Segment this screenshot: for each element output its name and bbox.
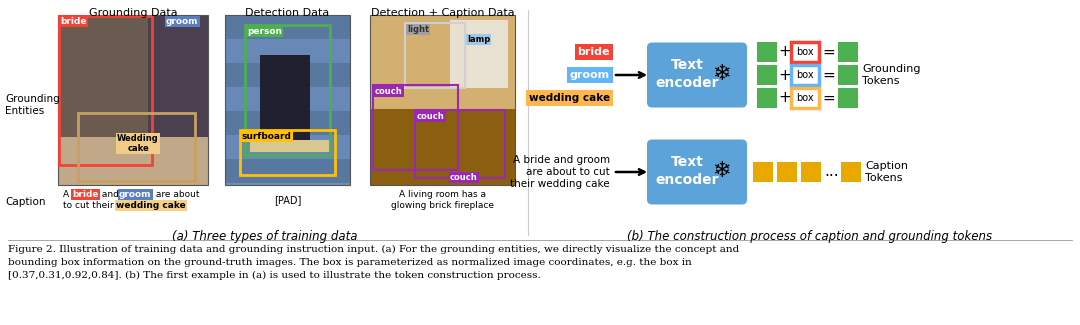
Text: encoder: encoder <box>656 76 719 90</box>
Text: are about to cut: are about to cut <box>526 167 610 177</box>
Bar <box>791 65 819 85</box>
Bar <box>838 65 858 85</box>
Bar <box>225 87 350 111</box>
Text: Detection + Caption Data: Detection + Caption Data <box>370 8 514 18</box>
Text: A living room has a: A living room has a <box>399 190 486 199</box>
Bar <box>757 42 777 62</box>
Text: A: A <box>63 190 72 199</box>
Bar <box>838 42 858 62</box>
Text: [0.37,0.31,0.92,0.84]. (b) The first example in (a) is used to illustrate the to: [0.37,0.31,0.92,0.84]. (b) The first exa… <box>8 271 541 280</box>
Text: ❄: ❄ <box>712 64 730 84</box>
Bar <box>777 162 797 182</box>
Text: (a) Three types of training data: (a) Three types of training data <box>172 230 357 243</box>
Text: bride: bride <box>72 190 98 199</box>
Bar <box>225 135 350 159</box>
Text: encoder: encoder <box>656 173 719 187</box>
Bar <box>757 88 777 108</box>
Bar <box>245 25 330 155</box>
Bar <box>838 88 858 108</box>
Text: Text: Text <box>671 58 703 72</box>
Bar <box>225 39 350 63</box>
FancyBboxPatch shape <box>647 139 747 204</box>
Text: +: + <box>779 90 792 106</box>
Bar <box>260 55 310 145</box>
Text: Caption: Caption <box>5 197 45 207</box>
Text: Grounding
Entities: Grounding Entities <box>5 94 59 116</box>
Text: are about: are about <box>153 190 200 199</box>
Bar <box>58 15 208 185</box>
Text: glowing brick fireplace: glowing brick fireplace <box>391 201 494 210</box>
Text: their wedding cake: their wedding cake <box>511 179 610 189</box>
Text: bride: bride <box>578 47 610 57</box>
Bar <box>225 15 350 185</box>
Text: [PAD]: [PAD] <box>274 195 301 205</box>
Bar <box>370 15 515 185</box>
Text: Text: Text <box>671 155 703 169</box>
Bar <box>59 16 152 165</box>
Bar <box>370 15 515 185</box>
Bar <box>240 130 335 175</box>
Bar <box>801 162 821 182</box>
Text: ...: ... <box>825 164 839 179</box>
Text: box: box <box>796 93 814 103</box>
Bar <box>415 110 505 178</box>
FancyBboxPatch shape <box>647 43 747 108</box>
Bar <box>249 140 330 152</box>
Bar <box>370 15 515 109</box>
Text: Grounding Data: Grounding Data <box>89 8 177 18</box>
Bar <box>753 162 773 182</box>
Text: =: = <box>823 68 835 83</box>
Bar <box>370 109 515 185</box>
Bar <box>58 137 208 185</box>
Text: groom: groom <box>166 17 199 26</box>
Text: (b) The construction process of caption and grounding tokens: (b) The construction process of caption … <box>627 230 993 243</box>
Text: =: = <box>823 45 835 59</box>
Text: and: and <box>99 190 122 199</box>
Bar <box>373 85 458 170</box>
Bar <box>449 20 508 88</box>
Bar <box>757 65 777 85</box>
Text: Caption
Tokens: Caption Tokens <box>865 161 908 183</box>
Text: +: + <box>779 45 792 59</box>
Text: surfboard: surfboard <box>242 132 292 141</box>
Bar <box>58 15 208 185</box>
Text: couch: couch <box>417 112 445 121</box>
Text: person: person <box>247 27 282 36</box>
Text: =: = <box>823 90 835 106</box>
Text: light: light <box>407 25 429 34</box>
Bar <box>225 15 350 185</box>
Bar <box>225 111 350 135</box>
Bar <box>78 113 195 181</box>
Text: wedding cake: wedding cake <box>116 201 186 210</box>
Bar <box>148 15 208 185</box>
Text: Grounding
Tokens: Grounding Tokens <box>862 64 920 86</box>
Bar <box>841 162 861 182</box>
Text: groom: groom <box>119 190 151 199</box>
Text: couch: couch <box>450 173 477 182</box>
Text: box: box <box>796 70 814 80</box>
Text: to cut their: to cut their <box>63 201 117 210</box>
Text: wedding cake: wedding cake <box>529 93 610 103</box>
Text: A bride and groom: A bride and groom <box>513 155 610 165</box>
Text: Detection Data: Detection Data <box>245 8 329 18</box>
Text: ❄: ❄ <box>712 161 730 181</box>
Text: lamp: lamp <box>467 35 490 44</box>
Text: +: + <box>779 68 792 83</box>
Text: Figure 2. Illustration of training data and grounding instruction input. (a) For: Figure 2. Illustration of training data … <box>8 245 739 254</box>
Bar <box>791 42 819 62</box>
Text: bounding box information on the ground-truth images. The box is parameterized as: bounding box information on the ground-t… <box>8 258 692 267</box>
Bar <box>225 159 350 183</box>
Bar <box>791 88 819 108</box>
Text: Wedding
cake: Wedding cake <box>117 134 159 153</box>
Bar <box>225 15 350 39</box>
Text: groom: groom <box>570 70 610 80</box>
Text: couch: couch <box>375 87 403 96</box>
Bar <box>405 23 465 88</box>
Bar <box>58 15 148 185</box>
Bar <box>225 63 350 87</box>
Text: bride: bride <box>60 17 86 26</box>
Text: box: box <box>796 47 814 57</box>
